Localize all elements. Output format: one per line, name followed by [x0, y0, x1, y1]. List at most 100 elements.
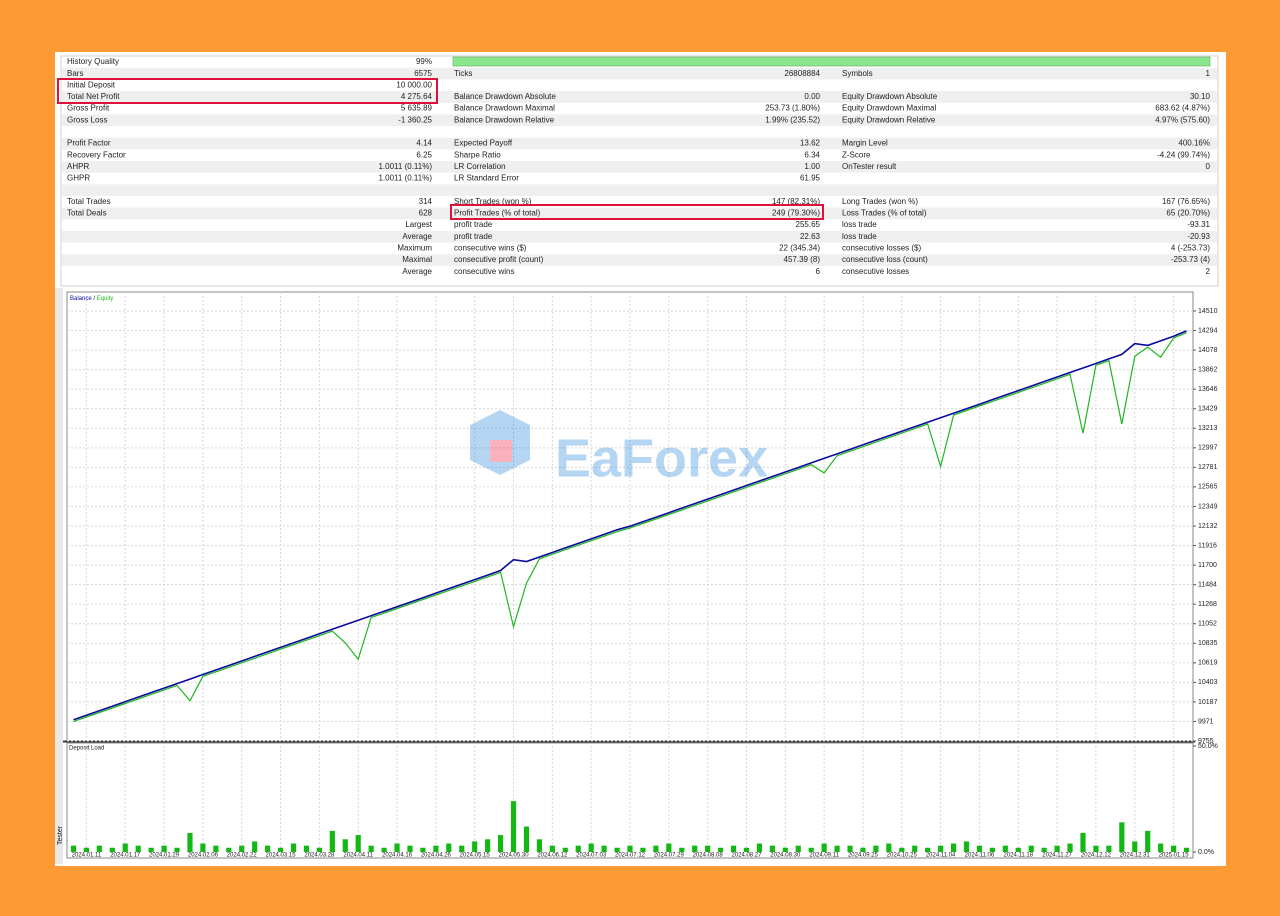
y-tick-label: 12132	[1198, 523, 1218, 530]
stat-value: 10 000.00	[396, 80, 432, 89]
bar	[899, 847, 905, 852]
x-tick-label: 2024.01.17	[110, 853, 141, 859]
stat-value: -253.73 (4)	[1171, 255, 1210, 264]
legend-entry: Equity	[97, 296, 114, 302]
y-tick-label: 13646	[1198, 386, 1218, 393]
stat-value: 4 275.64	[401, 92, 433, 101]
stat-label: Z-Score	[842, 150, 871, 159]
stat-label: Margin Level	[842, 139, 888, 148]
bar	[860, 847, 866, 852]
bar	[549, 845, 555, 852]
bar	[782, 847, 788, 852]
stat-label: Total Trades	[67, 197, 111, 206]
stat-label: Balance Drawdown Absolute	[454, 92, 556, 101]
stat-label: GHPR	[67, 174, 90, 183]
stat-value: -4.24 (99.74%)	[1157, 150, 1210, 159]
x-tick-label: 2024.02.06	[188, 853, 219, 859]
bar	[808, 847, 814, 852]
stat-label: OnTester result	[842, 162, 897, 171]
stats-rows: History Quality 99% Bars 6575 Ticks 26808884 S…	[62, 57, 1217, 276]
x-tick-label: 2024.05.30	[499, 853, 530, 859]
stat-value: -1 360.25	[398, 115, 432, 124]
bar	[666, 843, 672, 852]
stat-value: 457.39 (8)	[784, 255, 821, 264]
stat-value: 5 635.89	[401, 104, 433, 113]
stat-value: 22 (345.34)	[779, 244, 820, 253]
bar	[472, 841, 478, 852]
y-tick-label: 11484	[1198, 581, 1217, 588]
stat-value: 147 (82.31%)	[772, 197, 820, 206]
stat-label: History Quality	[67, 57, 119, 66]
row-band	[62, 184, 1217, 196]
stat-value: 22.63	[800, 232, 821, 241]
bar	[510, 801, 517, 852]
stat-value: 1.0011 (0.11%)	[378, 174, 432, 183]
x-tick-label: 2024.07.03	[576, 853, 607, 859]
bar	[407, 845, 413, 852]
watermark: EaForex	[470, 410, 768, 488]
bar	[83, 847, 90, 852]
bar	[174, 847, 180, 852]
bar	[653, 845, 659, 852]
stat-label: Equity Drawdown Maximal	[842, 104, 936, 113]
bar	[627, 845, 633, 852]
bar	[640, 847, 646, 852]
bar	[213, 845, 219, 852]
bar	[303, 845, 310, 852]
bar	[1145, 830, 1151, 852]
y-tick-label: 13429	[1198, 406, 1218, 413]
bar	[963, 841, 970, 852]
x-tick-label: 2024.11.04	[926, 853, 956, 859]
watermark-logo	[490, 440, 512, 462]
series-line	[73, 330, 1187, 721]
bar	[562, 847, 568, 852]
stat-label: Profit Factor	[67, 139, 111, 148]
bar	[226, 847, 232, 852]
stat-label: Equity Drawdown Relative	[842, 115, 936, 124]
stat-value: 4.14	[416, 139, 432, 148]
stat-label: Gross Profit	[67, 104, 110, 113]
y-tick-label: 10619	[1198, 660, 1218, 667]
stat-value: 1.99% (235.52)	[765, 115, 820, 124]
row-band	[62, 91, 1217, 103]
bar	[976, 845, 983, 852]
bar	[834, 845, 840, 852]
stat-value: 253.73 (1.80%)	[765, 104, 820, 113]
y-tick-label: 11268	[1198, 601, 1217, 608]
y-tick-label: 11916	[1198, 542, 1217, 549]
bar	[1028, 845, 1034, 852]
tab-label: Tester	[57, 825, 64, 845]
stat-value: 628	[419, 209, 433, 218]
stat-value: 65 (20.70%)	[1166, 209, 1210, 218]
row-band	[62, 230, 1217, 243]
deposit-chart: Deposit Load 50.0% 0.0% 2024.01.11 2024.01.1…	[69, 743, 1218, 859]
bar	[187, 832, 193, 852]
stat-value: 30.10	[1190, 92, 1211, 101]
highlight-box	[57, 78, 438, 104]
bar	[329, 830, 335, 852]
stat-value: -20.93	[1187, 232, 1210, 241]
y-tick-label: 11052	[1198, 621, 1217, 628]
bar	[252, 841, 258, 852]
legend-separator: /	[92, 296, 97, 302]
watermark-logo	[470, 410, 530, 475]
x-tick-label: 2024.07.29	[654, 853, 685, 859]
bar	[265, 845, 271, 852]
stat-label: Maximum	[397, 244, 432, 253]
stat-label: Long Trades (won %)	[842, 197, 918, 206]
bar	[161, 845, 167, 852]
x-tick-label: 2024.12.31	[1120, 853, 1151, 859]
stat-label: Loss Trades (% of total)	[842, 209, 927, 218]
bar	[1015, 847, 1021, 852]
bar	[692, 845, 698, 852]
bar	[485, 839, 491, 852]
bar	[277, 847, 284, 852]
stat-value: 255.65	[796, 220, 821, 229]
legend: Balance / Equity	[70, 296, 113, 302]
x-tick-label: 2024.04.16	[382, 853, 413, 859]
y-tick-label: 10835	[1198, 640, 1218, 647]
chart-title: Deposit Load	[69, 746, 104, 752]
x-tick-label: 2024.02.22	[227, 853, 258, 859]
stat-label: Balance Drawdown Maximal	[454, 104, 555, 113]
